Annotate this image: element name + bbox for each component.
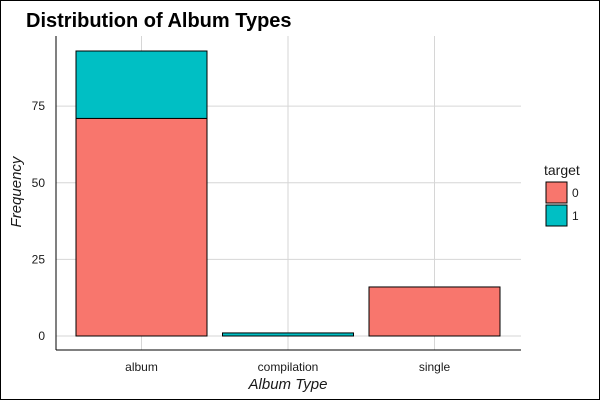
y-axis-label: Frequency bbox=[8, 155, 25, 227]
bar-single-target-0 bbox=[368, 286, 501, 337]
bars bbox=[75, 50, 501, 337]
legend-swatch-0 bbox=[545, 181, 568, 204]
x-tick-labels: album compilation single bbox=[125, 360, 450, 374]
legend-title: target bbox=[544, 162, 580, 178]
x-tick-label: single bbox=[419, 360, 451, 374]
legend-label: 0 bbox=[572, 186, 579, 200]
bar-album-target-1 bbox=[75, 50, 208, 119]
y-tick-label: 25 bbox=[32, 252, 46, 266]
legend-label: 1 bbox=[572, 209, 579, 223]
y-tick-labels: 0 25 50 75 bbox=[32, 99, 46, 343]
bar-album-target-0 bbox=[75, 117, 208, 337]
y-tick-label: 75 bbox=[32, 99, 46, 113]
x-tick-label: album bbox=[125, 360, 158, 374]
x-axis-label: Album Type bbox=[248, 376, 328, 393]
bar-compilation-target-1 bbox=[222, 332, 354, 337]
legend: target 0 1 bbox=[544, 162, 580, 227]
y-tick-label: 50 bbox=[32, 176, 46, 190]
legend-swatch-1 bbox=[545, 204, 568, 227]
axes bbox=[55, 36, 521, 351]
y-tick-label: 0 bbox=[38, 329, 45, 343]
chart-title: Distribution of Album Types bbox=[26, 10, 292, 32]
x-tick-label: compilation bbox=[258, 360, 319, 374]
